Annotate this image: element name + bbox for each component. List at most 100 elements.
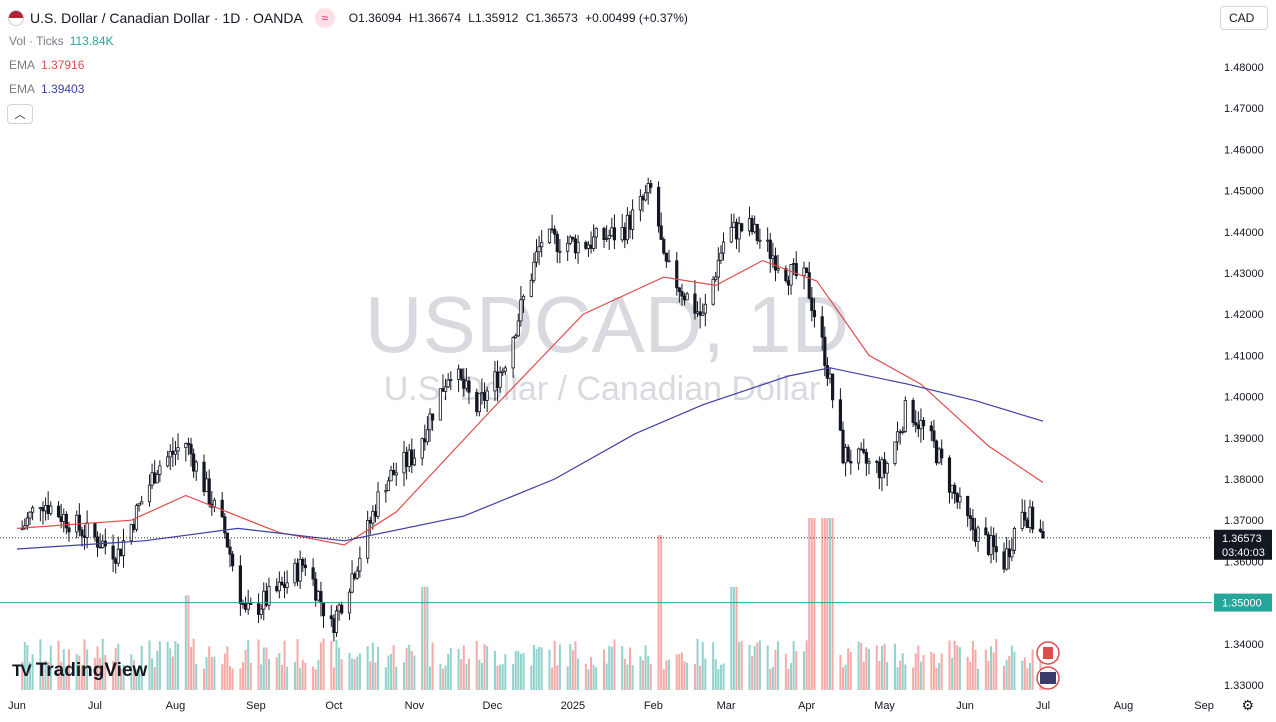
- volume-bar: [608, 645, 611, 690]
- volume-bar: [512, 663, 515, 690]
- candle-body: [784, 268, 788, 281]
- volume-bar: [649, 664, 652, 690]
- volume-bar: [457, 648, 460, 690]
- volume-bar: [1013, 651, 1016, 690]
- volume-bar: [231, 668, 234, 690]
- volume-bar: [977, 668, 980, 690]
- volume-bar: [384, 667, 387, 690]
- candle-body: [1002, 551, 1006, 570]
- candle-body: [353, 573, 357, 579]
- volume-bar: [275, 657, 278, 690]
- candle-body: [989, 535, 993, 555]
- volume-bar: [41, 663, 44, 690]
- candle-body: [695, 311, 700, 314]
- candle-body: [675, 260, 679, 289]
- volume-bar: [839, 654, 842, 690]
- candle-body: [298, 558, 302, 582]
- volume-bar: [938, 663, 941, 690]
- volume-bar: [130, 654, 133, 690]
- candle-body: [56, 505, 61, 518]
- volume-bar: [286, 666, 289, 690]
- candle-body: [758, 239, 762, 242]
- volume-bar: [499, 664, 502, 690]
- candle-body: [947, 457, 952, 493]
- candle-body: [321, 602, 326, 617]
- candle-body: [862, 449, 866, 453]
- candle-body: [402, 451, 406, 474]
- currency-button[interactable]: CAD: [1220, 6, 1268, 30]
- candle-body: [314, 578, 318, 601]
- ema-fast-legend[interactable]: EMA 1.37916: [9, 58, 85, 72]
- candle-body: [392, 469, 396, 476]
- candle-body: [519, 299, 523, 322]
- candle-body: [812, 310, 817, 318]
- compare-icon[interactable]: ≈: [314, 8, 335, 28]
- volume-bar: [730, 586, 733, 690]
- volume-bar: [138, 665, 141, 690]
- candle-body: [602, 227, 606, 240]
- volume-bar: [371, 642, 374, 690]
- time-axis-label: Aug: [1114, 700, 1134, 712]
- tradingview-logo[interactable]: TV TradingView: [12, 660, 148, 681]
- us-flag-icon-mark: [1040, 672, 1056, 684]
- candle-body: [773, 255, 778, 271]
- symbol-title[interactable]: U.S. Dollar / Canadian Dollar: [30, 10, 210, 26]
- volume-bar: [530, 665, 533, 690]
- ema-slow-legend[interactable]: EMA 1.39403: [9, 82, 85, 96]
- volume-bar: [278, 653, 281, 690]
- interval-label[interactable]: 1D: [222, 10, 241, 26]
- volume-bar: [247, 640, 250, 690]
- volume-bar: [184, 595, 187, 690]
- candle-body: [30, 507, 35, 513]
- volume-bar: [47, 662, 50, 690]
- volume-bar: [538, 647, 541, 690]
- candle-body: [511, 337, 515, 369]
- candle-body: [916, 424, 920, 430]
- volume-bar: [990, 646, 993, 690]
- volume-bar: [366, 646, 369, 690]
- volume-bar: [751, 656, 754, 690]
- candle-body: [638, 196, 642, 211]
- volume-bar: [951, 657, 954, 690]
- volume-bar: [974, 649, 977, 690]
- volume-bar: [678, 654, 681, 690]
- candle-body: [194, 461, 198, 472]
- volume-bar: [312, 666, 315, 690]
- volume-bar: [483, 644, 486, 690]
- volume-bar: [732, 586, 735, 690]
- time-axis-label: Feb: [644, 700, 663, 712]
- settings-icon[interactable]: ⚙: [1241, 697, 1254, 713]
- volume-bar: [262, 647, 265, 690]
- candle-body: [571, 236, 575, 240]
- volume-bar: [686, 662, 689, 690]
- volume-bar: [844, 664, 847, 690]
- volume-bar: [26, 645, 29, 690]
- volume-bar: [987, 661, 990, 690]
- candle-body: [911, 400, 915, 423]
- volume-legend[interactable]: Vol · Ticks 113.84K: [9, 34, 114, 48]
- volume-bar: [867, 648, 870, 690]
- volume-bar: [712, 642, 715, 690]
- candle-body: [802, 267, 806, 277]
- candle-body: [319, 591, 323, 604]
- candle-body: [184, 442, 188, 448]
- volume-bar: [431, 642, 434, 690]
- price-tick-label: 1.44000: [1224, 227, 1264, 239]
- candle-body: [576, 241, 580, 254]
- candle-body: [467, 380, 471, 393]
- volume-bar: [374, 662, 377, 690]
- volume-bar: [784, 653, 787, 690]
- volume-bar: [322, 638, 325, 690]
- volume-bar: [769, 668, 772, 690]
- candle-body: [994, 546, 998, 553]
- candle-body: [205, 478, 209, 493]
- volume-bar: [283, 640, 286, 690]
- collapse-legend-button[interactable]: ︿: [7, 104, 33, 124]
- candle-body: [350, 573, 354, 593]
- volume-bar: [860, 642, 863, 690]
- candle-body: [301, 558, 305, 566]
- candle-body: [441, 388, 445, 392]
- candle-body: [516, 320, 520, 337]
